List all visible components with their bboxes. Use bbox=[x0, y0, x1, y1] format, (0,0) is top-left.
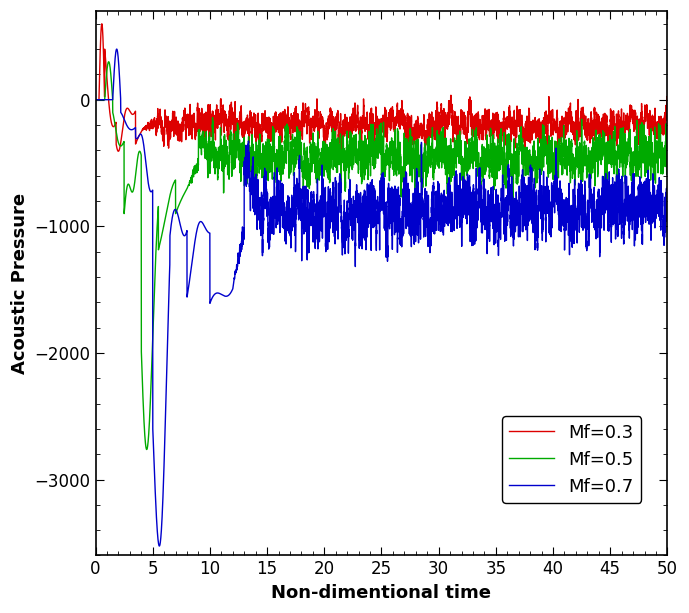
Legend: Mf=0.3, Mf=0.5, Mf=0.7: Mf=0.3, Mf=0.5, Mf=0.7 bbox=[502, 416, 641, 503]
Mf=0.7 bbox=[298, 218, 307, 226]
Mf=0.5 bbox=[143, 446, 151, 453]
Line: Mf=0.5: Mf=0.5 bbox=[96, 62, 668, 449]
Line: Mf=0.3: Mf=0.3 bbox=[96, 24, 668, 154]
Mf=0.3 bbox=[120, 113, 128, 120]
Mf=0.3 bbox=[515, 122, 524, 129]
X-axis label: Non-dimentional time: Non-dimentional time bbox=[271, 584, 491, 602]
Mf=0.7 bbox=[430, 225, 438, 232]
Mf=0.7 bbox=[92, 96, 100, 104]
Mf=0.5 bbox=[120, 207, 128, 215]
Mf=0.7 bbox=[455, 204, 463, 211]
Mf=0.7 bbox=[112, 45, 121, 53]
Mf=0.7 bbox=[155, 543, 163, 550]
Mf=0.3 bbox=[430, 124, 438, 131]
Mf=0.3 bbox=[98, 20, 106, 28]
Mf=0.7 bbox=[120, 116, 128, 123]
Y-axis label: Acoustic Pressure: Acoustic Pressure bbox=[11, 192, 29, 374]
Mf=0.5 bbox=[515, 143, 524, 150]
Mf=0.7 bbox=[515, 215, 524, 223]
Mf=0.3 bbox=[664, 105, 672, 112]
Mf=0.5 bbox=[298, 168, 307, 175]
Mf=0.7 bbox=[664, 183, 672, 191]
Mf=0.7 bbox=[546, 213, 554, 220]
Line: Mf=0.7: Mf=0.7 bbox=[96, 49, 668, 546]
Mf=0.3 bbox=[298, 121, 307, 129]
Mf=0.3 bbox=[546, 113, 554, 121]
Mf=0.5 bbox=[92, 96, 100, 104]
Mf=0.3 bbox=[92, 96, 100, 104]
Mf=0.5 bbox=[546, 137, 554, 144]
Mf=0.5 bbox=[105, 58, 113, 66]
Mf=0.5 bbox=[430, 161, 438, 169]
Mf=0.3 bbox=[421, 150, 429, 158]
Mf=0.5 bbox=[455, 151, 463, 159]
Mf=0.5 bbox=[664, 144, 672, 151]
Mf=0.3 bbox=[455, 127, 463, 134]
